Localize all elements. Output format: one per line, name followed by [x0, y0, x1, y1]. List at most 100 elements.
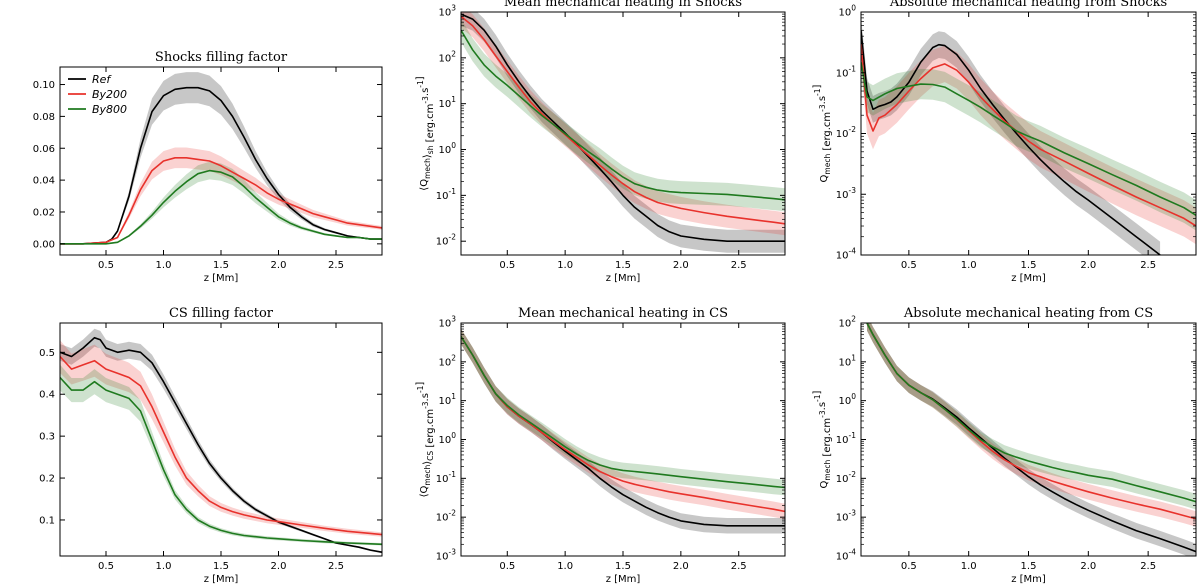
band-by200: [60, 147, 382, 245]
x-tick-label: 2.5: [1140, 260, 1156, 271]
legend-label: Ref: [92, 73, 112, 86]
y-tick-label: 0.02: [33, 207, 55, 218]
plot-area: [60, 72, 382, 245]
series-line-by800: [461, 29, 785, 201]
x-tick-label: 1.5: [615, 260, 631, 271]
series-line-by800: [60, 169, 382, 245]
x-tick-label: 1.0: [156, 260, 172, 271]
x-tick-label: 1.0: [557, 561, 573, 572]
x-tick-label: 2.5: [328, 260, 344, 271]
series-line-ref: [866, 323, 1196, 553]
band-by200: [861, 25, 1196, 245]
y-tick-label: 10-1: [436, 470, 456, 485]
y-tick-label: 102: [838, 315, 856, 330]
x-tick-label: 0.5: [98, 260, 114, 271]
x-tick-label: 2.5: [731, 561, 747, 572]
y-tick-label: 0.1: [39, 515, 55, 526]
legend-label: By200: [92, 88, 127, 101]
plot-area: [866, 323, 1196, 556]
legend: Ref By200 By800: [68, 73, 127, 116]
x-tick-label: 1.0: [961, 260, 977, 271]
band-ref: [461, 328, 785, 534]
x-axis-label: z [Mm]: [204, 574, 239, 585]
series-line-by200: [60, 355, 382, 536]
band-by200: [461, 12, 785, 236]
x-tick-label: 1.5: [1021, 561, 1037, 572]
x-tick-label: 0.5: [901, 561, 917, 572]
band-ref: [461, 12, 785, 253]
y-tick-label: 10-4: [836, 247, 856, 262]
chart-title: Mean mechanical heating in Shocks: [504, 0, 742, 10]
y-tick-label: 10-1: [836, 431, 856, 446]
band-by800: [461, 18, 785, 212]
band-by800: [861, 46, 1196, 231]
axes-frame: [860, 322, 1197, 557]
x-tick-label: 0.5: [499, 260, 515, 271]
y-tick-label: 0.5: [39, 348, 55, 359]
x-tick-label: 2.0: [271, 260, 287, 271]
y-tick-label: 10-3: [836, 509, 856, 524]
y-tick-label: 0.00: [33, 239, 55, 250]
x-axis-label: z [Mm]: [1011, 273, 1046, 284]
y-tick-label: 10-1: [436, 187, 456, 202]
x-tick-label: 1.0: [961, 561, 977, 572]
y-tick-label: 103: [438, 4, 456, 19]
x-axis-label: z [Mm]: [606, 273, 641, 284]
y-axis-label: Qmech [erg.cm-3.s-1]: [812, 84, 833, 182]
x-tick-label: 1.5: [615, 561, 631, 572]
plot-area: [461, 12, 785, 253]
y-tick-label: 0.08: [33, 112, 55, 123]
series-line-by800: [866, 323, 1196, 503]
y-tick-label: 10-2: [436, 509, 456, 524]
x-tick-label: 2.5: [1140, 561, 1156, 572]
y-tick-label: 0.10: [33, 80, 55, 91]
x-tick-label: 2.5: [328, 561, 344, 572]
y-tick-label: 0.04: [33, 176, 55, 187]
series-line-by200: [461, 15, 785, 225]
band-by200: [60, 340, 382, 537]
y-tick-label: 0.3: [39, 432, 55, 443]
series-line-by800: [461, 336, 785, 489]
x-tick-label: 2.0: [1080, 561, 1096, 572]
y-tick-label: 10-3: [436, 548, 456, 563]
chart-title: Absolute mechanical heating from Shocks: [889, 0, 1167, 10]
series-line-ref: [60, 336, 382, 553]
x-tick-label: 2.5: [731, 260, 747, 271]
y-tick-label: 0.06: [33, 144, 55, 155]
x-axis-label: z [Mm]: [204, 273, 239, 284]
band-ref: [867, 323, 1196, 556]
y-tick-label: 101: [438, 392, 456, 407]
y-tick-label: 100: [838, 4, 856, 19]
x-axis-label: z [Mm]: [606, 574, 641, 585]
y-tick-label: 100: [838, 392, 856, 407]
series-line-ref: [461, 13, 785, 242]
x-tick-label: 0.5: [901, 260, 917, 271]
y-tick-label: 103: [438, 315, 456, 330]
panel-shocks-abs: 0.5 1.0 1.5 2.0 2.5 10-4 10-3 10-2 10-1 100 Absolu…: [812, 0, 1197, 284]
x-tick-label: 1.0: [557, 260, 573, 271]
panel-cs-ff: 0.5 1.0 1.5 2.0 2.5 0.1 0.2 0.3 0.4 0.5 CS filling…: [39, 306, 383, 585]
y-tick-label: 10-2: [436, 233, 456, 248]
y-axis-label: Qmech [erg.cm-3.s-1]: [812, 390, 833, 488]
y-tick-label: 101: [838, 353, 856, 368]
panel-shocks-mean: 0.5 1.0 1.5 2.0 2.5 10-2 10-1 100 101 102 103 Mean …: [415, 0, 786, 284]
band-by800: [461, 328, 785, 496]
series-line-by200: [60, 157, 382, 245]
y-axis-label: ⟨Qmech⟩CS [erg.cm-3.s-1]: [415, 382, 436, 498]
series-line-by200: [861, 43, 1196, 227]
plot-area: [861, 16, 1196, 255]
y-tick-label: 101: [438, 95, 456, 110]
legend-label: By800: [92, 103, 127, 116]
y-tick-label: 10-2: [836, 470, 856, 485]
x-tick-label: 0.5: [499, 561, 515, 572]
series-line-by800: [861, 61, 1196, 216]
y-tick-label: 10-3: [836, 186, 856, 201]
y-tick-label: 102: [438, 353, 456, 368]
y-tick-label: 10-1: [836, 64, 856, 79]
panel-shocks-ff: 0.5 1.0 1.5 2.0 2.5 0.00 0.02 0.04 0.06 0.08 0.10 S…: [33, 50, 383, 284]
x-tick-label: 2.0: [271, 561, 287, 572]
y-tick-label: 100: [438, 431, 456, 446]
y-tick-label: 102: [438, 49, 456, 64]
y-tick-label: 0.2: [39, 474, 55, 485]
